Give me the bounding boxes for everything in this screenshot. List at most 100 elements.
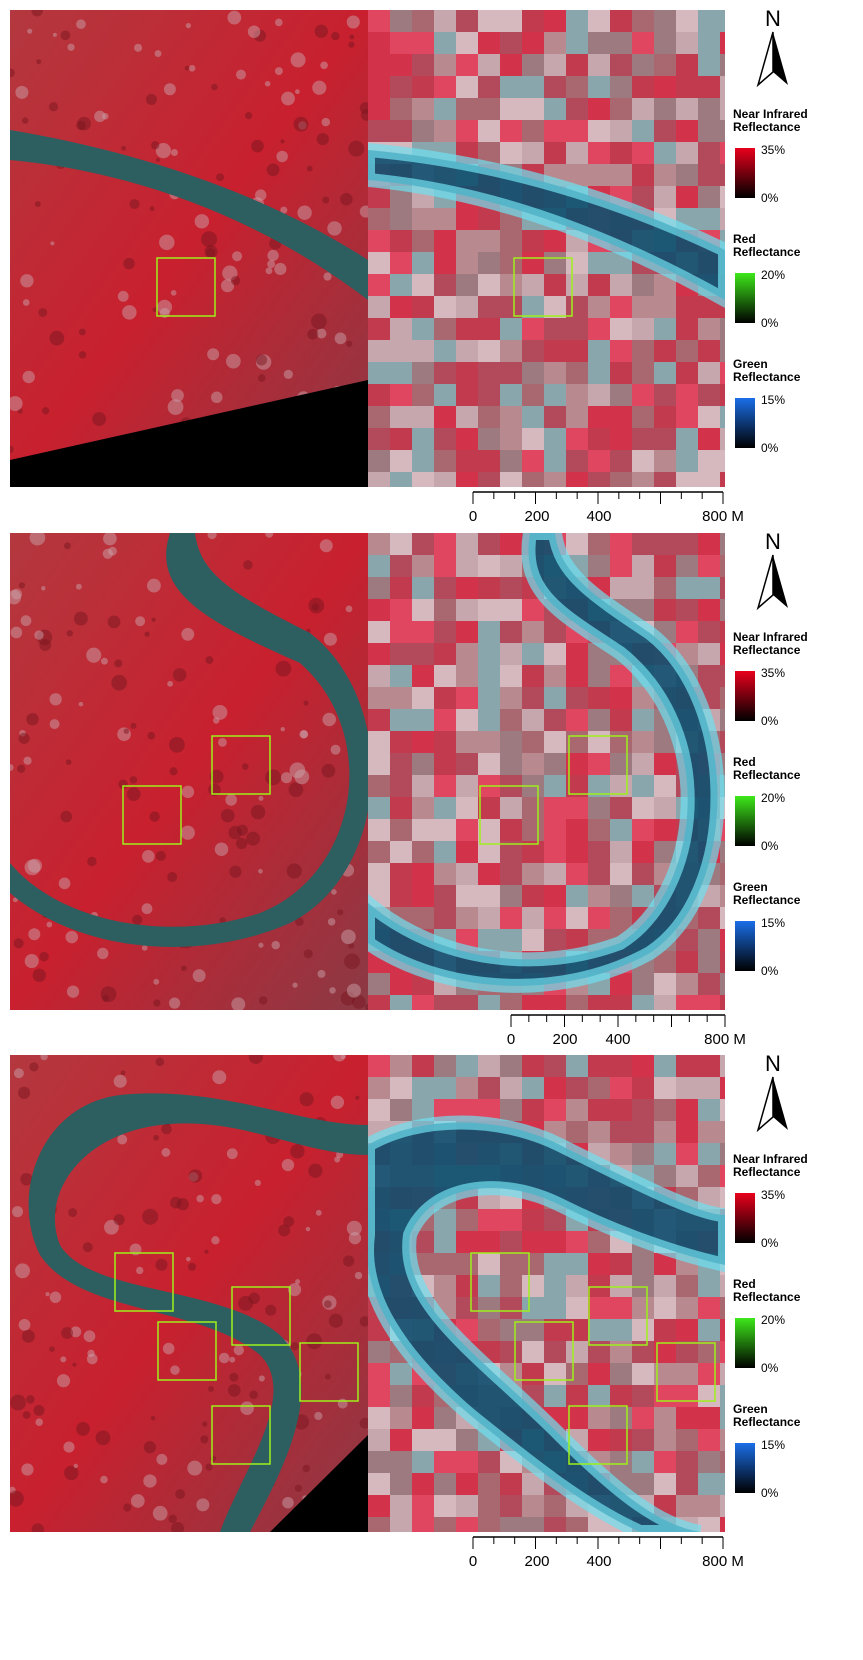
pixel — [588, 907, 610, 929]
texture — [149, 811, 159, 821]
pixel — [676, 472, 698, 494]
texture — [276, 151, 287, 162]
pixel — [412, 10, 434, 32]
pixel — [588, 1275, 610, 1297]
pixel — [632, 533, 654, 555]
texture — [79, 702, 84, 707]
texture — [333, 1049, 346, 1062]
texture — [131, 1494, 145, 1508]
texture — [130, 723, 136, 729]
pixel — [456, 428, 478, 450]
pixel — [544, 1099, 566, 1121]
texture — [23, 299, 30, 306]
pixel — [632, 731, 654, 753]
texture — [346, 606, 353, 613]
pixel — [566, 1517, 588, 1539]
texture — [349, 34, 354, 39]
pixel — [698, 54, 720, 76]
pixel — [456, 555, 478, 577]
pixel — [698, 142, 720, 164]
pixel — [698, 406, 720, 428]
pixel — [698, 929, 720, 951]
pixel — [368, 599, 390, 621]
texture — [221, 809, 235, 823]
pixel — [544, 340, 566, 362]
pixel — [588, 1121, 610, 1143]
texture — [320, 539, 333, 552]
pixel — [566, 252, 588, 274]
pixel — [676, 318, 698, 340]
texture — [30, 530, 46, 546]
texture — [60, 811, 72, 823]
texture — [92, 412, 106, 426]
legend-swatch — [735, 148, 755, 198]
legend-max: 35% — [761, 666, 785, 680]
texture — [23, 757, 31, 765]
texture — [122, 305, 136, 319]
pixel — [390, 555, 412, 577]
pixel — [456, 384, 478, 406]
pixel — [632, 1297, 654, 1319]
pixel — [676, 1099, 698, 1121]
pixel — [478, 32, 500, 54]
pixel — [412, 208, 434, 230]
pixel — [434, 599, 456, 621]
pixel — [698, 450, 720, 472]
pixel — [544, 797, 566, 819]
figure: NNear InfraredReflectance35%0%RedReflect… — [0, 0, 863, 1660]
pixel — [610, 577, 632, 599]
texture — [328, 918, 336, 926]
pixel — [632, 973, 654, 995]
texture — [255, 1180, 261, 1186]
pixel — [478, 406, 500, 428]
texture — [200, 1435, 208, 1443]
pixel — [434, 428, 456, 450]
pixel — [390, 472, 412, 494]
pixel — [478, 450, 500, 472]
pixel — [632, 428, 654, 450]
pixel — [478, 643, 500, 665]
pixel — [478, 384, 500, 406]
pixel — [522, 274, 544, 296]
pixel — [588, 98, 610, 120]
texture — [317, 133, 329, 145]
pixel — [500, 230, 522, 252]
pixel — [434, 406, 456, 428]
pixel — [676, 1165, 698, 1187]
texture — [76, 121, 85, 130]
texture — [151, 1416, 155, 1420]
texture — [204, 1250, 208, 1254]
legend-swatch — [735, 1318, 755, 1368]
pixel — [390, 76, 412, 98]
texture — [215, 842, 229, 856]
texture — [312, 81, 326, 95]
pixel — [500, 362, 522, 384]
texture — [282, 1159, 294, 1171]
pixel — [632, 819, 654, 841]
pixel — [698, 973, 720, 995]
pixel — [500, 1055, 522, 1077]
texture — [134, 44, 142, 52]
pixel — [610, 863, 632, 885]
texture — [322, 713, 336, 727]
pixel — [500, 318, 522, 340]
pixel — [412, 1473, 434, 1495]
texture — [130, 199, 140, 209]
pixel — [632, 1121, 654, 1143]
legend-title: Reflectance — [733, 370, 801, 384]
pixel — [412, 709, 434, 731]
pixel — [390, 1363, 412, 1385]
pixel — [434, 819, 456, 841]
texture — [142, 1209, 158, 1225]
pixel — [456, 120, 478, 142]
pixel — [500, 1231, 522, 1253]
pixel — [566, 142, 588, 164]
pixel — [610, 318, 632, 340]
pixel — [610, 1297, 632, 1319]
pixel — [522, 230, 544, 252]
pixel — [588, 340, 610, 362]
texture — [40, 1053, 47, 1060]
texture — [86, 648, 101, 663]
pixel — [698, 1341, 720, 1363]
pixel — [456, 252, 478, 274]
